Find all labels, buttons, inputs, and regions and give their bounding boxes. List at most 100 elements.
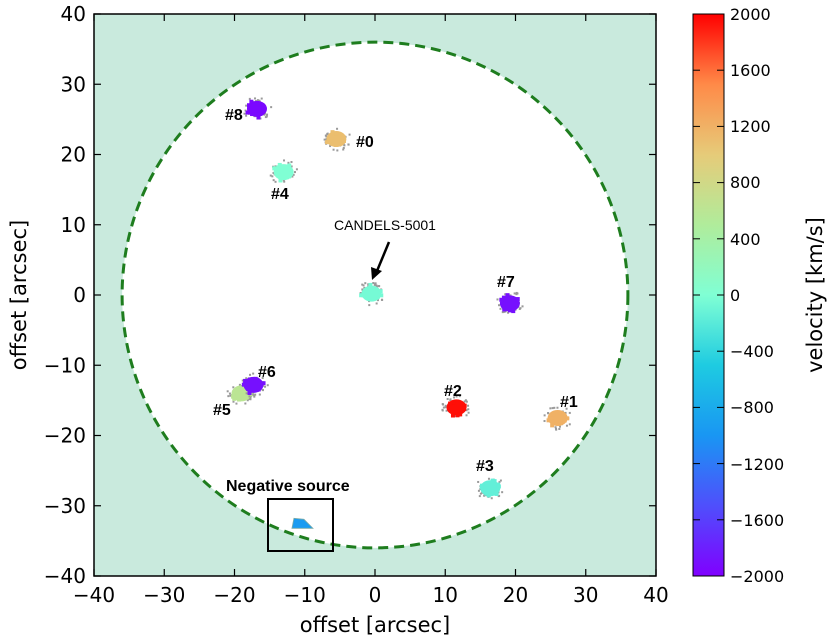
source-blob-3-halo: [497, 495, 500, 498]
source-blob-8-speckle: [258, 111, 263, 116]
source-blob-9: [359, 282, 384, 307]
source-blob-2-halo: [467, 404, 470, 407]
source-label-5: #5: [213, 402, 231, 419]
source-blob-3-speckle: [490, 478, 495, 483]
source-blob-9-halo: [361, 283, 364, 286]
source-blob-5-speckle: [231, 394, 236, 399]
source-blob-1-speckle: [546, 418, 551, 423]
source-blob-4-halo: [287, 161, 290, 164]
candels-annotation-arrow: [375, 241, 391, 272]
candels-annotation-label: CANDELS-5001: [334, 217, 436, 233]
source-blob-9-speckle: [379, 293, 384, 298]
source-label-6: #6: [258, 364, 276, 381]
source-blob-6-halo: [261, 389, 264, 392]
colorbar-tick-label: 2000: [730, 5, 771, 24]
source-blob-0-halo: [347, 143, 350, 146]
source-blob-1-speckle: [565, 416, 570, 421]
source-blob-9-halo: [376, 299, 379, 302]
source-blob-3-halo: [479, 492, 482, 495]
candels-annotation-arrowhead: [371, 267, 382, 280]
colorbar-tick-label: 0: [730, 286, 740, 305]
source-blob-5-halo: [232, 400, 235, 403]
source-blob-7-speckle: [501, 295, 506, 300]
source-blob-6-halo: [258, 393, 261, 396]
x-tick-label: −40: [73, 583, 115, 607]
source-blob-9-speckle: [368, 282, 373, 287]
source-blob-2-halo: [441, 403, 444, 406]
source-blob-2-halo: [445, 409, 448, 412]
source-blob-9-halo: [362, 284, 365, 287]
source-blob-2-speckle: [448, 401, 453, 406]
source-blob-8-speckle: [256, 115, 261, 120]
source-blob-3-speckle: [484, 491, 489, 496]
source-blob-4-halo: [274, 165, 277, 168]
source-blob-2-halo: [458, 395, 461, 398]
source-blob-0-halo: [343, 144, 346, 147]
source-blob-7-halo: [516, 292, 519, 295]
plot-area: [93, 13, 657, 577]
y-tick-label: 0: [73, 283, 86, 307]
source-blob-2-halo: [465, 414, 468, 417]
source-blob-0-speckle: [330, 130, 335, 135]
colorbar-tick-label: −2000: [730, 567, 784, 586]
colorbar-tick-label: −1600: [730, 511, 784, 530]
source-blob-8-halo: [264, 116, 267, 119]
source-blob-0-halo: [325, 135, 328, 138]
source-blob-0-halo: [326, 132, 329, 135]
source-blob-4-halo: [282, 179, 285, 182]
source-blob-1-halo: [556, 406, 559, 409]
source-blob-1-halo: [549, 407, 552, 410]
source-blob-1-halo: [547, 412, 550, 415]
source-blob-9-speckle: [378, 289, 383, 294]
source-blob-5-halo: [232, 386, 235, 389]
source-blob-6-speckle: [261, 381, 266, 386]
source-blob-2-halo: [444, 406, 447, 409]
source-blob-2: [441, 395, 470, 418]
source-blob-0-halo: [332, 148, 335, 151]
x-tick-label: −10: [284, 583, 326, 607]
source-blob-9-halo: [367, 283, 370, 286]
source-blob-8-halo: [256, 99, 259, 102]
negative-source-label: Negative source: [226, 478, 350, 495]
source-blob-2-speckle: [450, 413, 455, 418]
source-blob-9-speckle: [375, 295, 380, 300]
source-blob-3-halo: [477, 480, 480, 483]
source-blob-4-speckle: [276, 166, 281, 171]
x-axis: −40 −30 −20 −10 0 10 20 30 40 offset [ar…: [73, 583, 669, 637]
source-blob-1-halo: [543, 420, 546, 423]
source-blob-1-halo: [555, 428, 558, 431]
source-blob-7-halo: [509, 294, 512, 297]
source-blob-2-halo: [441, 408, 444, 411]
source-blob-6-halo: [261, 376, 264, 379]
source-blob-0: [323, 127, 351, 152]
source-blob-7-halo: [501, 311, 504, 314]
colorbar-tick-label: −800: [730, 398, 774, 417]
source-blob-1-halo: [551, 407, 554, 410]
source-blob-4-halo: [295, 168, 298, 171]
source-blob-6-halo: [264, 385, 267, 388]
source-blob-2-speckle: [455, 413, 460, 418]
source-blob-1: [543, 406, 571, 431]
source-blob-9-halo: [373, 283, 376, 286]
source-blob-1-halo: [568, 423, 571, 426]
source-blob-5-halo: [246, 399, 249, 402]
source-blob-1-speckle: [550, 423, 555, 428]
source-blob-1-speckle: [550, 419, 555, 424]
source-blob-0-speckle: [341, 135, 346, 140]
source-blob-6-halo: [245, 377, 248, 380]
source-blob-6-speckle: [248, 377, 253, 382]
source-blob-1-halo: [554, 426, 557, 429]
source-blob-1-halo: [553, 406, 556, 409]
source-blob-2-halo: [444, 404, 447, 407]
source-blob-9-halo: [375, 284, 378, 287]
colorbar-label: velocity [km/s]: [803, 217, 827, 373]
source-blob-0-halo: [348, 133, 351, 136]
source-blob-2-speckle: [451, 400, 456, 405]
source-blob-1-halo: [543, 414, 546, 417]
source-blob-9-halo: [363, 286, 366, 289]
source-blob-5-halo: [238, 383, 241, 386]
y-tick-label: 10: [61, 213, 86, 237]
source-blob-3-speckle: [496, 484, 501, 489]
source-blob-3-halo: [499, 479, 502, 482]
source-blob-4-halo: [291, 175, 294, 178]
